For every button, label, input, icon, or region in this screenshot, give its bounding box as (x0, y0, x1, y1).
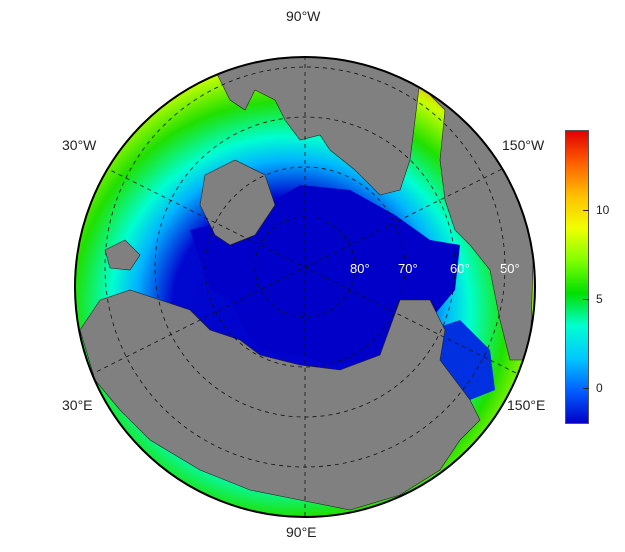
lon-label-left-lower: 30°E (62, 397, 93, 413)
colorbar-tick-label: 10 (596, 203, 610, 218)
lat-label-50: 50° (500, 261, 520, 276)
lon-label-top: 90°W (286, 8, 321, 24)
lat-label-80: 80° (350, 261, 370, 276)
lon-label-left-upper: 30°W (62, 137, 97, 153)
lat-label-70: 70° (398, 261, 418, 276)
lat-label-60: 60° (450, 261, 470, 276)
graticule (89, 57, 521, 517)
lon-label-right-lower: 150°E (507, 397, 546, 413)
colorbar (565, 130, 589, 424)
lon-label-right-upper: 150°W (502, 137, 545, 153)
colorbar-tickmark (583, 210, 589, 212)
colorbar-tickmark (583, 299, 589, 301)
land-siberia (79, 289, 481, 511)
colorbar-tick-label: 5 (596, 292, 603, 307)
land-iceland (104, 239, 141, 271)
lon-label-bottom: 90°E (286, 524, 317, 540)
land-greenland (199, 159, 276, 246)
colorbar-tickmark (583, 388, 589, 390)
colorbar-tick-label: 0 (596, 381, 603, 396)
map-border (74, 56, 536, 518)
